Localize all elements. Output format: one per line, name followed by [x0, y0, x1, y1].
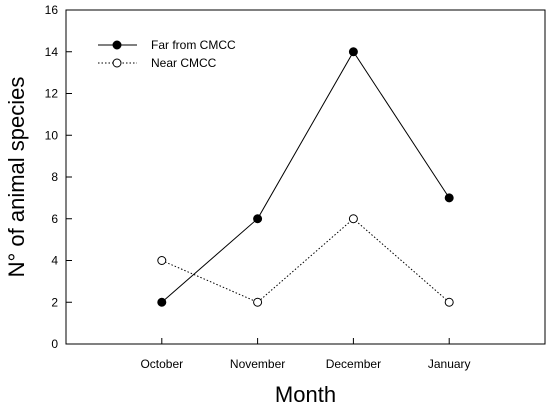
plot-frame — [65, 9, 546, 345]
y-tick-label: 0 — [51, 337, 58, 351]
x-tick-label: November — [230, 357, 285, 371]
series-2 — [157, 214, 454, 307]
x-axis-ticks: October November December January — [140, 338, 471, 371]
legend-marker — [112, 40, 122, 50]
x-axis-title: Month — [275, 382, 336, 407]
y-axis-ticks: 0 2 4 6 8 10 12 14 16 — [45, 3, 72, 351]
series-line — [161, 50, 450, 303]
data-point — [253, 214, 263, 224]
data-point — [348, 47, 358, 57]
series-1 — [157, 47, 454, 307]
data-point — [348, 214, 358, 224]
y-tick-label: 14 — [45, 45, 59, 59]
axes — [65, 9, 546, 345]
y-tick-label: 16 — [45, 3, 59, 17]
data-point — [157, 297, 167, 307]
data-point — [444, 297, 454, 307]
legend-entry: Far from CMCC — [98, 38, 236, 52]
data-point — [444, 193, 454, 203]
data-point — [157, 256, 167, 265]
x-tick-label: October — [140, 357, 183, 371]
y-tick-label: 6 — [51, 212, 58, 226]
legend-label: Near CMCC — [151, 56, 217, 70]
series-layer — [157, 47, 454, 307]
x-tick-label: December — [326, 357, 381, 371]
legend-entry: Near CMCC — [98, 56, 217, 70]
y-tick-label: 8 — [51, 170, 58, 184]
y-tick-label: 2 — [51, 295, 58, 309]
x-tick-label: January — [428, 357, 471, 371]
series-line — [161, 218, 450, 303]
legend-label: Far from CMCC — [151, 38, 236, 52]
y-axis-title: N° of animal species — [4, 77, 29, 278]
y-tick-label: 10 — [45, 128, 59, 142]
y-tick-label: 4 — [51, 254, 58, 268]
legend: Far from CMCC Near CMCC — [98, 38, 236, 70]
y-tick-label: 12 — [45, 87, 59, 101]
legend-marker — [112, 58, 122, 68]
data-point — [253, 297, 263, 307]
